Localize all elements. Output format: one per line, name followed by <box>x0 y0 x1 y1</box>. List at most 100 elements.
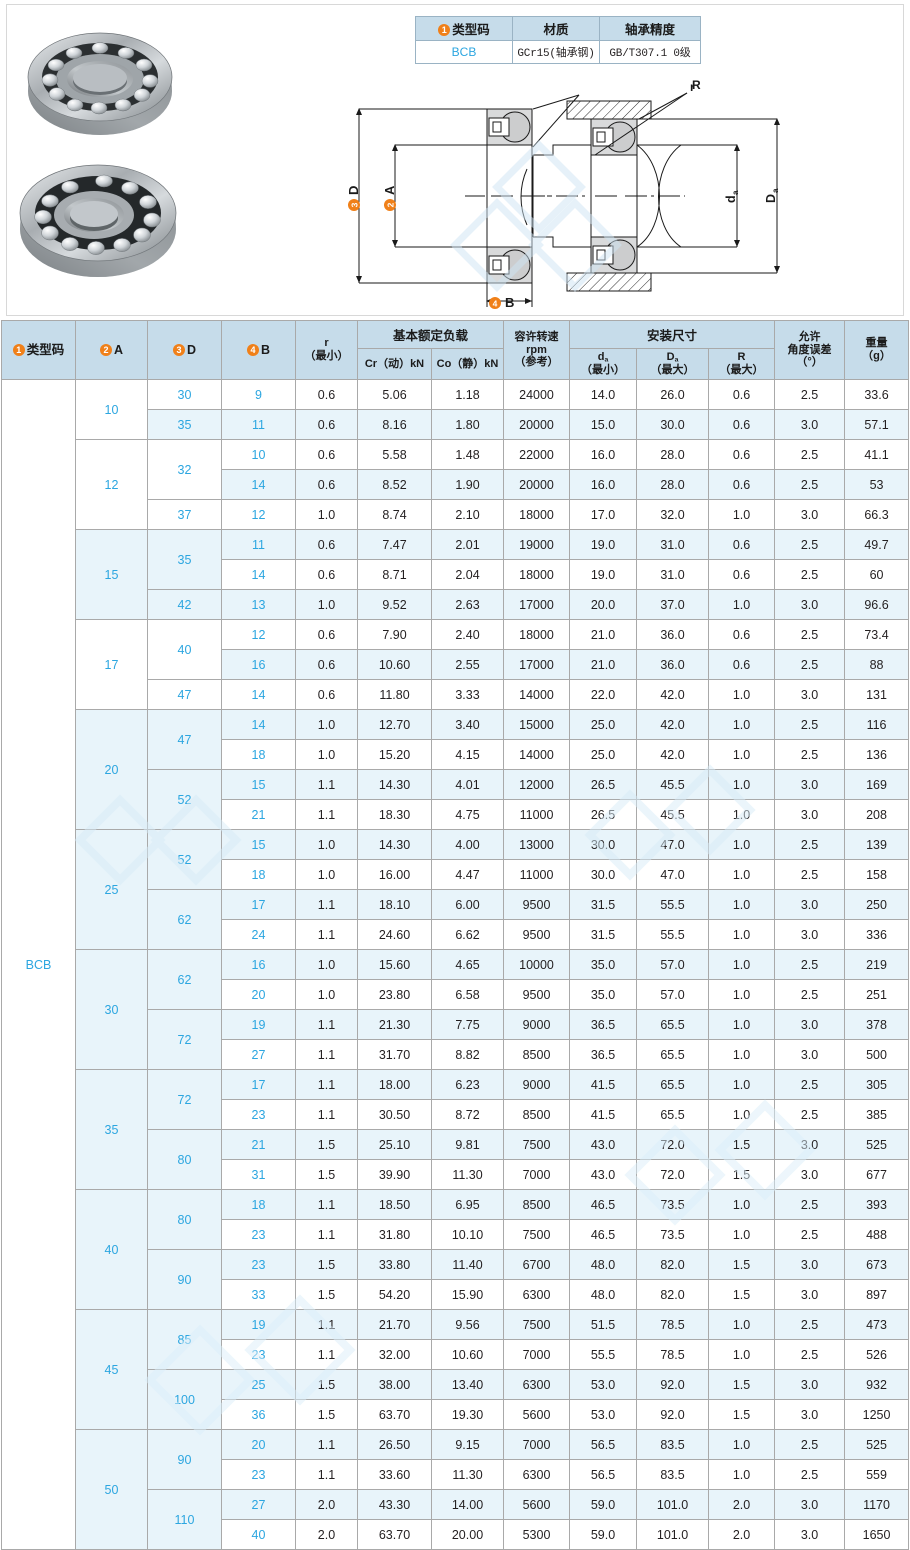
cell-Da-max: 83.5 <box>636 1429 710 1460</box>
cell-R-max: 1.0 <box>708 1099 776 1130</box>
cell-co-static: 15.90 <box>430 1279 505 1310</box>
cell-da-min: 26.5 <box>569 769 638 800</box>
cell-speed-rpm: 7500 <box>503 1309 571 1340</box>
cell-cr-dynamic: 14.30 <box>357 769 432 800</box>
col-header-R-max: R （最大） <box>708 348 776 380</box>
cell-R-max: 1.0 <box>708 1219 776 1250</box>
cell-cr-dynamic: 10.60 <box>357 649 432 680</box>
cell-Da-max: 36.0 <box>636 649 710 680</box>
cell-co-static: 8.72 <box>430 1099 505 1130</box>
cell-weight: 49.7 <box>844 529 910 560</box>
cell-angle-error: 3.0 <box>774 1039 846 1070</box>
cell-cr-dynamic: 24.60 <box>357 919 432 950</box>
cell-cr-dynamic: 31.80 <box>357 1219 432 1250</box>
cell-da-min: 30.0 <box>569 859 638 890</box>
cell-angle-error: 3.0 <box>774 889 846 920</box>
col-header-Da-max: Da （最大） <box>636 348 710 380</box>
table-body: BCB 10 30 9 0.6 5.06 1.18 24000 14.0 26.0 0.6 2.5 33… <box>1 379 910 1550</box>
cell-cr-dynamic: 15.60 <box>357 949 432 980</box>
cell-co-static: 2.04 <box>430 559 505 590</box>
cell-R-max: 1.0 <box>708 1069 776 1100</box>
cell-speed-rpm: 6700 <box>503 1249 571 1280</box>
badge-2-header: 2 <box>99 343 112 356</box>
cell-da-min: 51.5 <box>569 1309 638 1340</box>
cell-r-min: 1.1 <box>295 1069 358 1100</box>
cell-angle-error: 3.0 <box>774 769 846 800</box>
cell-bore-a: 50 <box>75 1429 148 1550</box>
cell-outer-d: 110 <box>147 1489 222 1550</box>
cell-R-max: 1.0 <box>708 889 776 920</box>
label-R-right: R <box>692 78 701 92</box>
badge-4-circle <box>489 297 501 309</box>
cell-outer-d: 90 <box>147 1429 222 1490</box>
cell-speed-rpm: 5600 <box>503 1399 571 1430</box>
cell-Da-max: 72.0 <box>636 1159 710 1190</box>
label-D: D <box>346 186 361 195</box>
badge-3: 3 <box>350 202 360 207</box>
cell-outer-d: 52 <box>147 829 222 890</box>
cell-speed-rpm: 5300 <box>503 1519 571 1550</box>
cell-Da-max: 31.0 <box>636 559 710 590</box>
cell-r-min: 0.6 <box>295 469 358 500</box>
cell-speed-rpm: 6300 <box>503 1459 571 1490</box>
cell-Da-max: 42.0 <box>636 679 710 710</box>
cell-co-static: 11.30 <box>430 1459 505 1490</box>
cell-da-min: 59.0 <box>569 1489 638 1520</box>
cell-Da-max: 65.5 <box>636 1039 710 1070</box>
cell-cr-dynamic: 7.90 <box>357 619 432 650</box>
table-row: 45 85 19 1.1 21.70 9.56 7500 51.5 78.5 1.0 2.5 473 <box>2 1309 910 1430</box>
cell-r-min: 1.1 <box>295 919 358 950</box>
col-header-speed: 容许转速 rpm （参考） <box>503 320 571 380</box>
cell-R-max: 0.6 <box>708 469 776 500</box>
cell-cr-dynamic: 39.90 <box>357 1159 432 1190</box>
cell-Da-max: 65.5 <box>636 1069 710 1100</box>
cell-weight: 385 <box>844 1099 910 1130</box>
cell-bore-a: 20 <box>75 709 148 830</box>
cell-weight: 250 <box>844 889 910 920</box>
cell-outer-d: 30 <box>147 379 222 410</box>
cell-r-min: 1.1 <box>295 769 358 800</box>
cell-da-min: 35.0 <box>569 979 638 1010</box>
table-row: 23 1.1 31.80 10.10 7500 46.5 73.5 1.0 2.5 488 <box>2 1219 910 1250</box>
col-header-cr: Cr（动）kN <box>357 348 432 380</box>
cell-da-min: 19.0 <box>569 559 638 590</box>
cell-r-min: 2.0 <box>295 1489 358 1520</box>
cell-co-static: 4.75 <box>430 799 505 830</box>
cell-da-min: 30.0 <box>569 829 638 860</box>
cell-r-min: 0.6 <box>295 379 358 410</box>
badge-2-circle <box>384 199 396 211</box>
cell-r-min: 1.1 <box>295 1099 358 1130</box>
cell-cr-dynamic: 63.70 <box>357 1519 432 1550</box>
cell-r-min: 1.0 <box>295 979 358 1010</box>
cell-da-min: 46.5 <box>569 1189 638 1220</box>
spec-summary-table: 1 类型码 材质 轴承精度 BCB GCr15(轴承钢) GB/T307.1 0级 <box>415 16 701 64</box>
cell-da-min: 16.0 <box>569 439 638 470</box>
cell-width-b: 23 <box>221 1219 296 1250</box>
cell-co-static: 3.40 <box>430 709 505 740</box>
table-row: 30 62 16 1.0 15.60 4.65 10000 35.0 57.0 1.0 2.5 219 <box>2 949 910 1070</box>
spec-header-type-code: 1 类型码 <box>415 16 513 41</box>
spec-header-row: 1 类型码 材质 轴承精度 <box>415 16 701 41</box>
cell-speed-rpm: 18000 <box>503 559 571 590</box>
cell-co-static: 2.63 <box>430 589 505 620</box>
cell-angle-error: 2.5 <box>774 1339 846 1370</box>
cell-bore-a: 15 <box>75 529 148 620</box>
cell-Da-max: 57.0 <box>636 979 710 1010</box>
cell-R-max: 0.6 <box>708 439 776 470</box>
cell-Da-max: 82.0 <box>636 1279 710 1310</box>
cell-R-max: 1.5 <box>708 1369 776 1400</box>
cell-da-min: 31.5 <box>569 919 638 950</box>
cell-r-min: 1.1 <box>295 1039 358 1070</box>
cell-weight: 116 <box>844 709 910 740</box>
col-header-mounting-group: 安装尺寸 <box>569 320 776 349</box>
cell-r-min: 1.0 <box>295 499 358 530</box>
bearing-photo-bottom <box>17 147 179 289</box>
cell-cr-dynamic: 8.52 <box>357 469 432 500</box>
cell-co-static: 1.18 <box>430 379 505 410</box>
cell-angle-error: 2.5 <box>774 1459 846 1490</box>
cell-da-min: 41.5 <box>569 1099 638 1130</box>
cell-width-b: 12 <box>221 619 296 650</box>
cell-outer-d: 72 <box>147 1069 222 1130</box>
cell-cr-dynamic: 63.70 <box>357 1399 432 1430</box>
